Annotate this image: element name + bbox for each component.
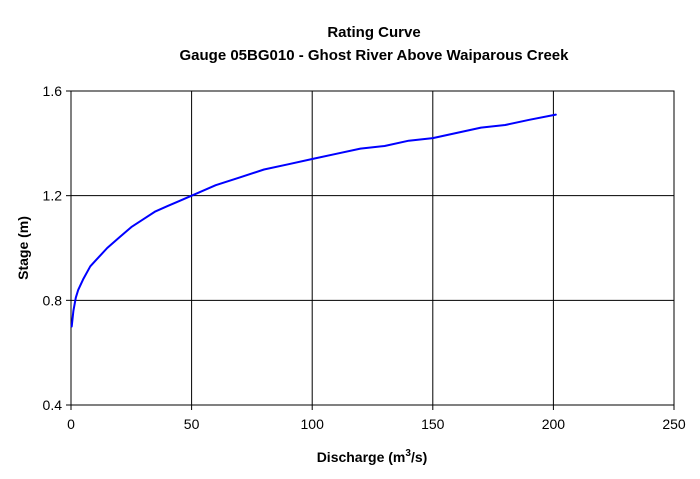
plot-area xyxy=(70,90,675,406)
x-tick-label: 50 xyxy=(184,416,200,432)
axis-ticks xyxy=(66,90,675,410)
series-layer xyxy=(70,113,557,328)
x-tick-label: 0 xyxy=(67,416,75,432)
chart-title: Rating Curve xyxy=(327,24,420,41)
x-tick-label: 100 xyxy=(301,416,325,432)
x-tick-label: 200 xyxy=(542,416,566,432)
rating-curve-line xyxy=(70,113,557,328)
y-tick-label: 0.8 xyxy=(43,292,63,308)
tick-labels: 0 50 100 150 200 250 0.4 0.8 1.2 1.6 xyxy=(43,83,686,432)
y-tick-label: 0.4 xyxy=(43,397,63,413)
x-axis-title-sup: 3 xyxy=(405,448,411,459)
x-axis-title-tail: /s) xyxy=(411,449,427,465)
y-tick-label: 1.6 xyxy=(43,83,63,99)
chart-subtitle: Gauge 05BG010 - Ghost River Above Waipar… xyxy=(179,47,569,64)
x-axis-title: Discharge (m3/s) xyxy=(317,448,428,465)
x-tick-label: 250 xyxy=(662,416,686,432)
x-axis-title-base: Discharge (m xyxy=(317,449,406,465)
y-tick-label: 1.2 xyxy=(43,188,63,204)
x-tick-label: 150 xyxy=(421,416,445,432)
y-axis-title: Stage (m) xyxy=(15,216,31,280)
grid xyxy=(71,91,674,405)
